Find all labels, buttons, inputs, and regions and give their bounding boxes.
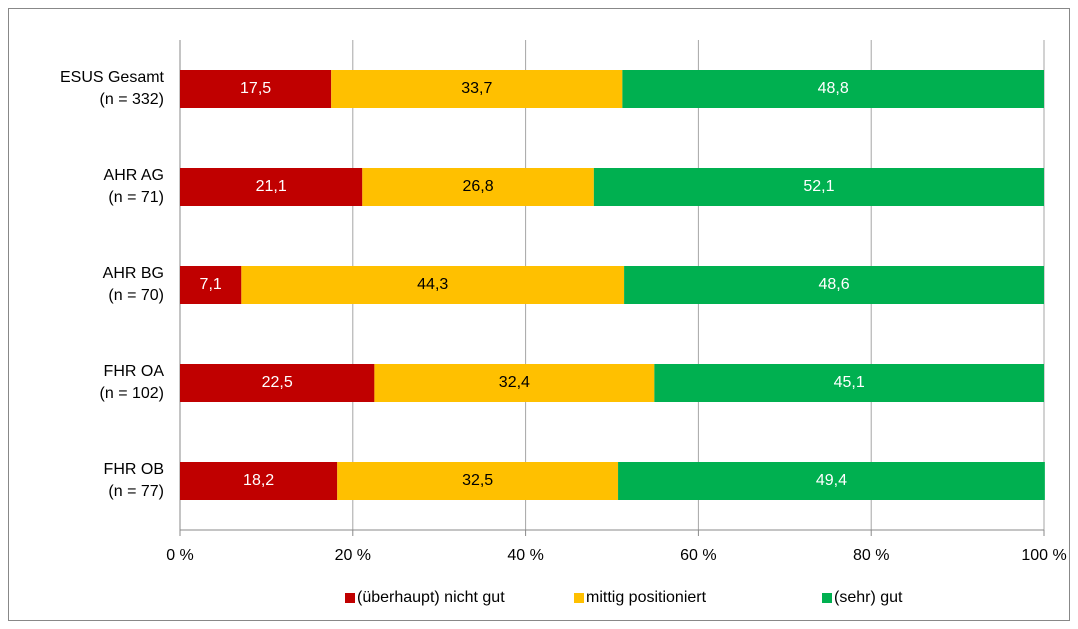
data-label: 48,8 [818,80,849,97]
bar-segment [593,168,1044,206]
data-label: 18,2 [243,472,274,489]
x-tick-label: 0 % [166,547,194,564]
legend-label: mittig positioniert [586,589,707,606]
legend-swatch [822,593,832,603]
data-label: 49,4 [816,472,847,489]
y-tick-label: (n = 332) [100,91,164,108]
bar-segment [180,266,242,304]
data-label: 17,5 [240,80,271,97]
data-label: 45,1 [834,374,865,391]
data-label: 21,1 [256,178,287,195]
y-tick-label: ESUS Gesamt [60,69,165,86]
bar-segment [180,168,363,206]
y-tick-label: (n = 71) [108,189,164,206]
y-tick-label: AHR AG [104,167,164,184]
bar-segment [337,462,619,500]
legend-label: (sehr) gut [834,589,903,606]
y-tick-label: (n = 102) [100,385,164,402]
bar-segment [654,364,1044,402]
x-tick-label: 100 % [1021,547,1066,564]
x-tick-label: 60 % [680,547,716,564]
x-tick-label: 40 % [507,547,543,564]
bar-segment [180,364,375,402]
legend-swatch [345,593,355,603]
data-label: 32,5 [462,472,493,489]
bar-segment [362,168,594,206]
bar-segment [618,462,1045,500]
data-label: 52,1 [803,178,834,195]
legend-swatch [574,593,584,603]
x-tick-label: 20 % [335,547,371,564]
data-label: 22,5 [262,374,293,391]
y-tick-label: AHR BG [103,265,164,282]
data-label: 33,7 [461,80,492,97]
data-label: 26,8 [463,178,494,195]
bar-segment [180,70,332,108]
y-tick-label: FHR OA [104,363,165,380]
data-label: 32,4 [499,374,530,391]
bar-segment [622,70,1044,108]
bar-segment [180,462,338,500]
y-tick-label: (n = 77) [108,483,164,500]
y-tick-label: (n = 70) [108,287,164,304]
bar-segment [624,266,1044,304]
data-label: 7,1 [200,276,222,293]
data-label: 44,3 [417,276,448,293]
data-label: 48,6 [818,276,849,293]
legend-label: (überhaupt) nicht gut [357,589,505,606]
bar-segment [374,364,655,402]
bar-segment [241,266,625,304]
x-tick-label: 80 % [853,547,889,564]
bar-segment [331,70,623,108]
y-tick-label: FHR OB [104,461,164,478]
chart-frame [8,8,1070,621]
